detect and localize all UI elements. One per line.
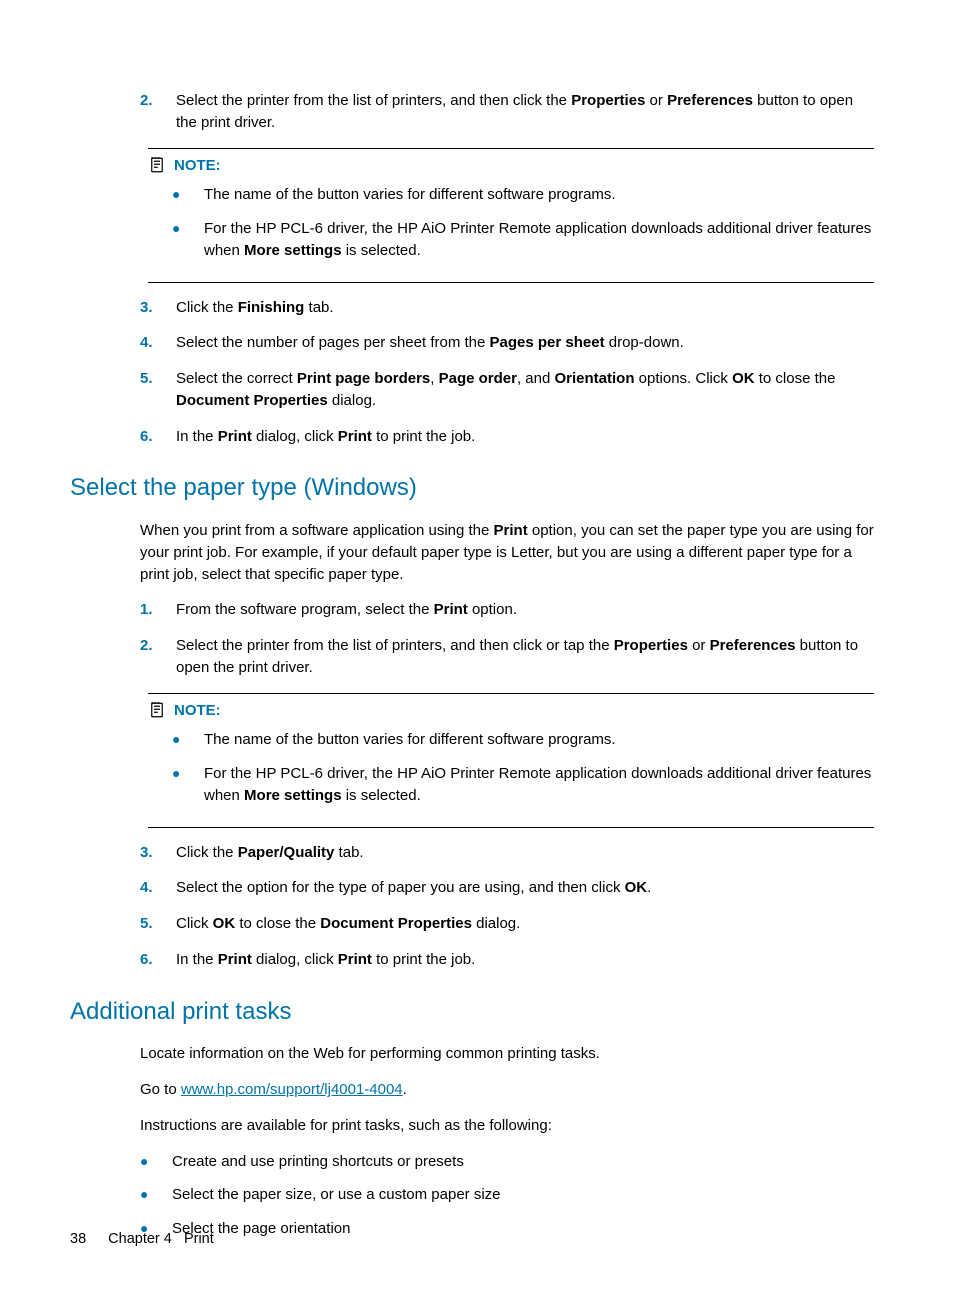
step-number: 5. <box>140 368 176 412</box>
note-label: NOTE: <box>174 155 221 177</box>
task-bullet: ● Select the paper size, or use a custom… <box>140 1184 874 1206</box>
intro-paragraph: When you print from a software applicati… <box>140 520 874 585</box>
step-5: 5. Select the correct Print page borders… <box>140 368 874 412</box>
note-box: NOTE: ● The name of the button varies fo… <box>148 148 874 283</box>
note-bullet: ● The name of the button varies for diff… <box>172 729 874 751</box>
step-4: 4. Select the option for the type of pap… <box>140 877 874 899</box>
bullet-icon: ● <box>140 1151 172 1173</box>
note-label: NOTE: <box>174 700 221 722</box>
bullet-icon: ● <box>172 763 204 807</box>
step-number: 2. <box>140 90 176 134</box>
step-number: 4. <box>140 877 176 899</box>
step-6: 6. In the Print dialog, click Print to p… <box>140 949 874 971</box>
step-number: 2. <box>140 635 176 679</box>
bullet-icon: ● <box>172 218 204 262</box>
step-number: 5. <box>140 913 176 935</box>
document-page: 2. Select the printer from the list of p… <box>0 0 954 1312</box>
note-bullet: ● For the HP PCL-6 driver, the HP AiO Pr… <box>172 763 874 807</box>
note-bullet: ● For the HP PCL-6 driver, the HP AiO Pr… <box>172 218 874 262</box>
step-number: 3. <box>140 842 176 864</box>
section-heading: Select the paper type (Windows) <box>70 471 874 506</box>
bullet-icon: ● <box>172 184 204 206</box>
bullet-icon: ● <box>172 729 204 751</box>
note-icon <box>148 701 166 719</box>
page-number: 38 <box>70 1231 86 1247</box>
note-header: NOTE: <box>148 700 874 722</box>
step-number: 3. <box>140 297 176 319</box>
step-5: 5. Click OK to close the Document Proper… <box>140 913 874 935</box>
chapter-label: Chapter 4 <box>108 1231 172 1247</box>
page-footer: 38 Chapter 4 Print <box>70 1229 214 1250</box>
support-link[interactable]: www.hp.com/support/lj4001-4004 <box>181 1081 403 1098</box>
step-2: 2. Select the printer from the list of p… <box>140 90 874 134</box>
step-2: 2. Select the printer from the list of p… <box>140 635 874 679</box>
step-3: 3. Click the Paper/Quality tab. <box>140 842 874 864</box>
note-bullet: ● The name of the button varies for diff… <box>172 184 874 206</box>
step-number: 6. <box>140 949 176 971</box>
step-number: 1. <box>140 599 176 621</box>
task-bullet: ● Create and use printing shortcuts or p… <box>140 1151 874 1173</box>
note-box: NOTE: ● The name of the button varies fo… <box>148 693 874 828</box>
step-4: 4. Select the number of pages per sheet … <box>140 332 874 354</box>
task-bullet: ● Select the page orientation <box>140 1218 874 1240</box>
step-6: 6. In the Print dialog, click Print to p… <box>140 426 874 448</box>
note-icon <box>148 156 166 174</box>
paragraph: Go to www.hp.com/support/lj4001-4004. <box>140 1079 874 1101</box>
paragraph: Instructions are available for print tas… <box>140 1115 874 1137</box>
section-heading: Additional print tasks <box>70 995 874 1030</box>
step-text: Select the printer from the list of prin… <box>176 90 874 134</box>
bullet-icon: ● <box>140 1184 172 1206</box>
note-header: NOTE: <box>148 155 874 177</box>
step-number: 4. <box>140 332 176 354</box>
step-1: 1. From the software program, select the… <box>140 599 874 621</box>
paragraph: Locate information on the Web for perfor… <box>140 1043 874 1065</box>
step-number: 6. <box>140 426 176 448</box>
step-3: 3. Click the Finishing tab. <box>140 297 874 319</box>
chapter-title: Print <box>184 1231 214 1247</box>
